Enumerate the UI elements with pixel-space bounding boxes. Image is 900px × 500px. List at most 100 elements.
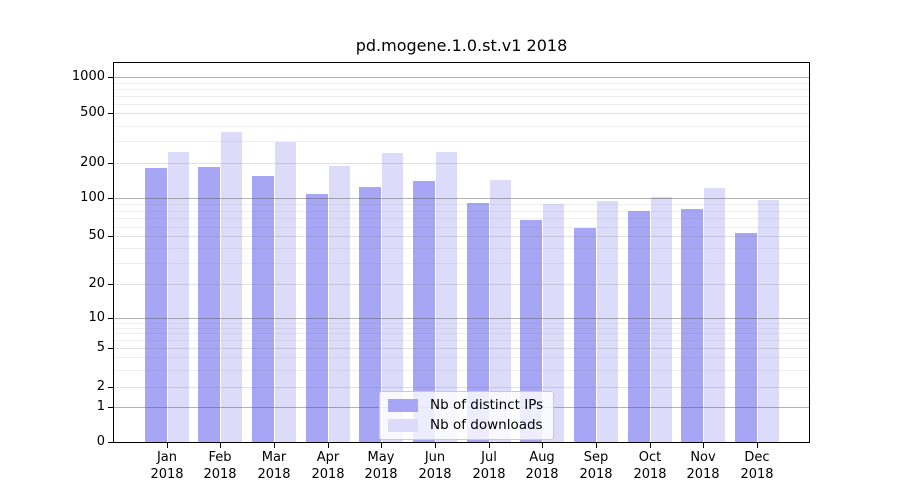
x-tick-mark-oct [650, 443, 651, 448]
y-tick-mark-100 [108, 198, 113, 199]
gridline-minor-4 [114, 357, 809, 358]
bar-sep-2018-nb-of-distinct-ips [574, 228, 596, 442]
gridline-minor-400 [114, 126, 809, 127]
x-tick-label-sep: Sep 2018 [579, 450, 613, 482]
bar-nov-2018-nb-of-downloads [704, 188, 725, 442]
y-tick-label-20: 20 [88, 276, 105, 291]
x-tick-label-aug: Aug 2018 [525, 450, 559, 482]
bar-mar-2018-nb-of-distinct-ips [252, 176, 274, 442]
gridline-minor-300 [114, 141, 809, 142]
gridline-minor-7 [114, 333, 809, 334]
x-tick-label-mar: Mar 2018 [257, 450, 291, 482]
x-tick-label-oct: Oct 2018 [633, 450, 667, 482]
bar-oct-2018-nb-of-distinct-ips [628, 211, 650, 442]
bar-apr-2018-nb-of-downloads [329, 166, 350, 442]
y-tick-label-1: 1 [96, 399, 105, 414]
gridline-minor-70 [114, 218, 809, 219]
gridline-200 [114, 163, 809, 164]
bar-apr-2018-nb-of-distinct-ips [306, 194, 328, 442]
bar-dec-2018-nb-of-distinct-ips [735, 233, 757, 442]
y-tick-label-500: 500 [80, 105, 105, 120]
x-tick-mark-mar [274, 443, 275, 448]
gridline-minor-600 [114, 104, 809, 105]
legend-swatch-downloads [388, 419, 418, 432]
bar-jun-2018-nb-of-distinct-ips [413, 181, 435, 442]
bar-feb-2018-nb-of-distinct-ips [198, 167, 220, 442]
x-tick-label-apr: Apr 2018 [311, 450, 345, 482]
y-tick-label-0: 0 [96, 434, 105, 449]
legend-label-distinct-ips: Nb of distinct IPs [430, 397, 544, 413]
y-tick-label-1000: 1000 [71, 69, 105, 84]
legend-item-distinct-ips: Nb of distinct IPs [388, 398, 543, 413]
gridline-2 [114, 387, 809, 388]
gridline-minor-8 [114, 328, 809, 329]
bar-sep-2018-nb-of-downloads [597, 201, 618, 442]
y-tick-label-50: 50 [88, 228, 105, 243]
gridline-minor-30 [114, 263, 809, 264]
gridline-minor-40 [114, 248, 809, 249]
bar-jan-2018-nb-of-distinct-ips [145, 168, 167, 442]
y-tick-label-10: 10 [88, 310, 105, 325]
y-tick-mark-5 [108, 348, 113, 349]
bar-oct-2018-nb-of-downloads [651, 197, 672, 442]
gridline-minor-9 [114, 323, 809, 324]
bar-feb-2018-nb-of-downloads [221, 132, 242, 442]
bar-aug-2018-nb-of-distinct-ips [520, 220, 542, 442]
x-tick-mark-apr [328, 443, 329, 448]
y-tick-mark-500 [108, 113, 113, 114]
bar-mar-2018-nb-of-downloads [275, 142, 296, 442]
y-tick-mark-20 [108, 284, 113, 285]
bar-jul-2018-nb-of-distinct-ips [467, 203, 489, 442]
y-tick-label-5: 5 [96, 340, 105, 355]
bar-jan-2018-nb-of-downloads [168, 152, 189, 442]
x-tick-mark-feb [220, 443, 221, 448]
x-tick-label-jul: Jul 2018 [472, 450, 506, 482]
y-tick-mark-50 [108, 236, 113, 237]
bar-dec-2018-nb-of-downloads [758, 200, 779, 442]
x-tick-mark-dec [757, 443, 758, 448]
plot-area: Nb of distinct IPs Nb of downloads [113, 62, 810, 443]
gridline-1000 [114, 77, 809, 78]
x-tick-mark-sep [596, 443, 597, 448]
legend-item-downloads: Nb of downloads [388, 418, 543, 433]
x-tick-label-dec: Dec 2018 [740, 450, 774, 482]
y-tick-mark-10 [108, 318, 113, 319]
x-tick-label-jan: Jan 2018 [150, 450, 184, 482]
y-tick-label-100: 100 [80, 190, 105, 205]
legend-label-downloads: Nb of downloads [430, 417, 543, 433]
x-tick-mark-may [381, 443, 382, 448]
bar-jun-2018-nb-of-downloads [436, 152, 457, 442]
y-tick-mark-2 [108, 387, 113, 388]
gridline-minor-60 [114, 227, 809, 228]
gridline-50 [114, 236, 809, 237]
x-tick-label-jun: Jun 2018 [418, 450, 452, 482]
x-tick-label-nov: Nov 2018 [686, 450, 720, 482]
bar-may-2018-nb-of-downloads [382, 153, 403, 442]
gridline-minor-90 [114, 204, 809, 205]
x-tick-mark-jun [435, 443, 436, 448]
y-tick-mark-1000 [108, 77, 113, 78]
y-tick-mark-0 [108, 442, 113, 443]
x-tick-mark-jul [489, 443, 490, 448]
bar-nov-2018-nb-of-distinct-ips [681, 209, 703, 442]
gridline-5 [114, 348, 809, 349]
gridline-minor-800 [114, 89, 809, 90]
gridline-100 [114, 198, 809, 199]
chart-title: pd.mogene.1.0.st.v1 2018 [355, 36, 568, 55]
bar-aug-2018-nb-of-downloads [543, 204, 564, 442]
gridline-minor-3 [114, 370, 809, 371]
legend: Nb of distinct IPs Nb of downloads [379, 391, 555, 440]
x-tick-mark-aug [542, 443, 543, 448]
x-tick-label-feb: Feb 2018 [203, 450, 237, 482]
y-tick-mark-1 [108, 407, 113, 408]
x-tick-mark-nov [703, 443, 704, 448]
gridline-20 [114, 284, 809, 285]
bar-may-2018-nb-of-distinct-ips [359, 187, 381, 442]
gridline-minor-700 [114, 96, 809, 97]
legend-swatch-distinct-ips [388, 399, 418, 412]
x-tick-mark-jan [167, 443, 168, 448]
gridline-minor-900 [114, 83, 809, 84]
gridline-minor-6 [114, 340, 809, 341]
y-tick-mark-200 [108, 163, 113, 164]
